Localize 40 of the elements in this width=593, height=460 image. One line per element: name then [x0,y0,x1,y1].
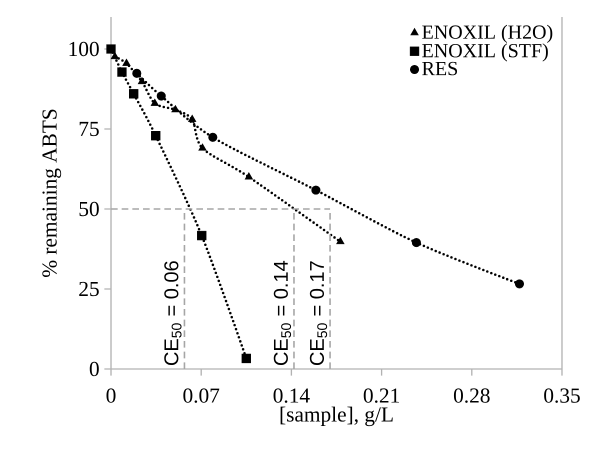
point [188,114,196,122]
legend-label: RES [422,62,458,76]
x-tick-label: 0.21 [364,388,399,403]
point [242,354,251,364]
x-tick-label: 0.14 [274,388,310,403]
point [106,44,116,54]
point [514,279,524,288]
point [138,76,146,84]
ref-line-label: CE$_{50}$ = 0.17 [310,261,328,366]
point [311,186,320,195]
point [171,105,180,112]
point [129,89,138,98]
legend-label: ENOXIL (H2O) [422,24,552,43]
x-tick-label: 0.07 [183,388,220,403]
y-tick-label: 100 [70,42,99,56]
point [244,172,253,180]
y-axis-title: % remaining ABTS [42,110,62,277]
point [412,238,421,248]
point [336,236,344,244]
point [150,98,159,106]
point [198,144,207,151]
point [208,132,218,142]
y-tick-label: 0 [90,362,99,376]
y-tick-label: 50 [80,202,99,216]
point [151,131,160,140]
x-tick-label: 0.28 [454,388,490,403]
point [117,67,127,77]
y-tick-label: 75 [80,122,99,136]
point [122,58,131,66]
x-tick-label: 0 [106,388,116,403]
ref-line-label: CE$_{50}$ = 0.06 [164,261,182,366]
y-tick-label: 25 [79,282,99,296]
point [156,91,166,101]
point [197,230,206,240]
ref-line-label: CE$_{50}$ = 0.14 [274,260,292,366]
x-axis-title: [sample], g/L [280,406,393,426]
x-tick-label: 0.35 [544,388,580,403]
legend-label: ENOXIL (STF) [422,43,548,62]
point [132,68,142,78]
point [110,52,119,60]
